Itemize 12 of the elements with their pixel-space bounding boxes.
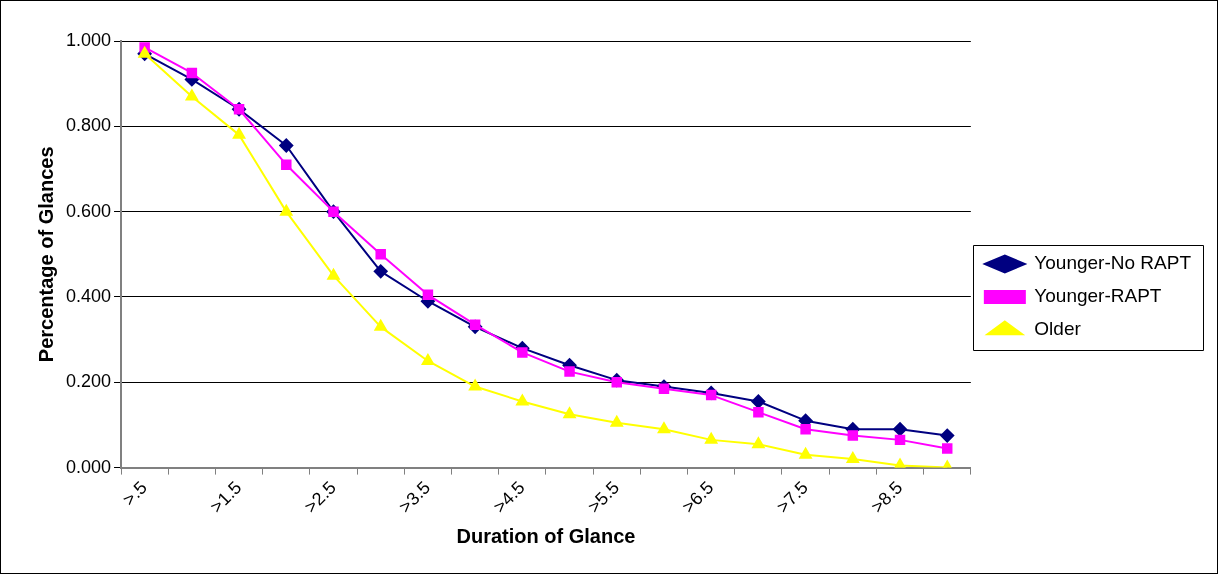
legend-label: Older [1034,318,1082,340]
y-tick-label: 0.400 [66,285,112,306]
y-tick-label: 0.600 [66,200,112,221]
legend-label: Younger-RAPT [1034,285,1162,307]
legend-label: Younger-No RAPT [1034,252,1192,274]
y-tick-label: 0.800 [66,115,112,136]
x-tick-label: >.5 [118,477,151,510]
y-tick-label: 0.200 [66,371,112,392]
y-tick-label: 1.000 [66,29,112,50]
x-axis-title: Duration of Glance [456,524,636,547]
y-axis-title: Percentage of Glances [34,146,57,363]
y-tick-label: 0.000 [66,456,112,477]
